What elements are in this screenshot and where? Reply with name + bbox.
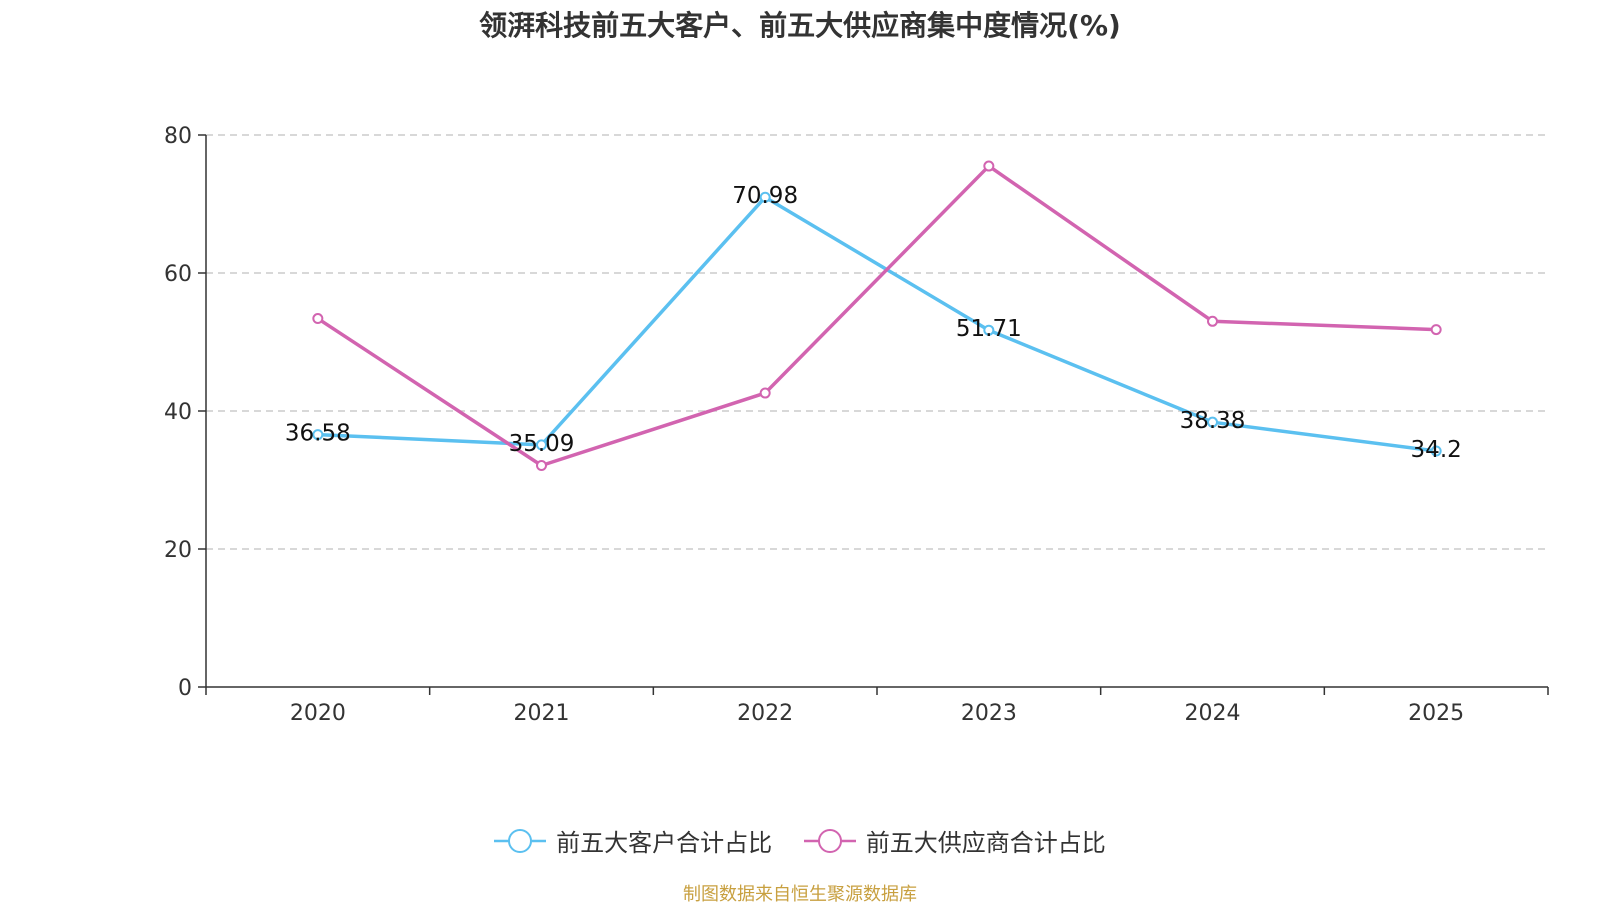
x-tick-label-2024: 2024: [1185, 701, 1241, 726]
y-tick-label-80: 80: [164, 124, 192, 149]
data-label-0-2021: 35.09: [509, 431, 575, 457]
data-label-0-2022: 70.98: [732, 183, 798, 209]
legend-label-suppliers: 前五大供应商合计占比: [865, 829, 1106, 857]
data-labels: 36.58 35.09 70.98 51.71 38.38 34.2: [285, 183, 1462, 463]
y-tick-label-20: 20: [164, 538, 192, 563]
legend: 前五大客户合计占比 前五大供应商合计占比: [0, 823, 1600, 861]
series-line-0: [317, 195, 1437, 453]
series-line-1: [316, 164, 1437, 468]
x-tick-label-2020: 2020: [290, 701, 346, 726]
series-1-point-2021[interactable]: [536, 460, 547, 472]
legend-label-customers: 前五大客户合计占比: [556, 829, 773, 857]
data-label-0-2025: 34.2: [1411, 437, 1462, 463]
series-0-point-2023[interactable]: [983, 324, 995, 336]
series-layer: [312, 160, 1442, 472]
series-1-point-2025[interactable]: [1430, 324, 1442, 336]
axes: 0 20 40 60 80 2020 2021 2022 2023 2024 2025: [164, 124, 1549, 726]
series-1-point-2020[interactable]: [312, 313, 324, 325]
series-1-point-2023[interactable]: [983, 160, 995, 172]
legend-item-customers[interactable]: 前五大客户合计占比: [494, 823, 772, 858]
series-0-point-2020[interactable]: [312, 429, 324, 441]
y-tick-label-0: 0: [178, 676, 192, 701]
series-1-point-2022[interactable]: [759, 387, 771, 399]
data-label-0-2020: 36.58: [285, 421, 351, 447]
y-tick-label-60: 60: [164, 262, 192, 287]
x-tick-label-2022: 2022: [737, 701, 793, 726]
source-note: 制图数据来自恒生聚源数据库: [683, 884, 917, 905]
series-0-point-2022[interactable]: [759, 191, 771, 203]
data-label-0-2023: 51.71: [956, 316, 1022, 342]
chart-title: 领湃科技前五大客户、前五大供应商集中度情况(%): [479, 9, 1121, 42]
legend-marker-suppliers-icon: [803, 828, 856, 853]
legend-marker-customers-icon: [494, 828, 547, 853]
data-label-0-2024: 38.38: [1180, 408, 1246, 434]
x-tick-label-2025: 2025: [1408, 701, 1464, 726]
series-0-point-2024[interactable]: [1207, 416, 1218, 428]
series-0-point-2021[interactable]: [536, 439, 547, 451]
series-1-point-2024[interactable]: [1207, 315, 1218, 327]
x-tick-label-2023: 2023: [961, 701, 1017, 726]
x-tick-label-2021: 2021: [514, 701, 570, 726]
legend-item-suppliers[interactable]: 前五大供应商合计占比: [803, 823, 1106, 858]
grid-lines: [206, 134, 1548, 550]
series-0-point-2025[interactable]: [1430, 445, 1442, 457]
y-tick-label-40: 40: [164, 400, 192, 425]
